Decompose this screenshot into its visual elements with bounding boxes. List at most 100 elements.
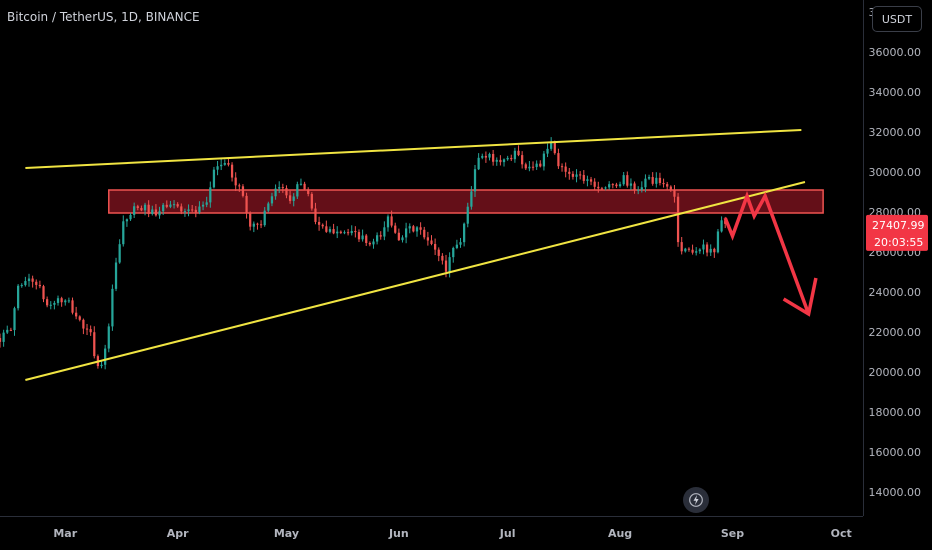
- candle: [524, 162, 527, 171]
- candle: [484, 151, 488, 163]
- candle: [64, 299, 67, 306]
- candle: [510, 154, 513, 162]
- candle: [680, 237, 683, 255]
- candle: [303, 181, 306, 191]
- candle: [666, 181, 669, 191]
- candle: [394, 222, 397, 234]
- candle: [256, 222, 259, 230]
- candle: [325, 220, 328, 233]
- price-axis-background: [863, 0, 932, 550]
- candle: [49, 301, 52, 310]
- candle: [201, 201, 205, 211]
- candle: [517, 145, 520, 157]
- price-tick-label: 32000.00: [869, 126, 922, 139]
- candle: [176, 202, 179, 208]
- upper-trendline: [25, 129, 802, 169]
- candle: [158, 206, 161, 219]
- candle: [111, 284, 114, 331]
- candle: [38, 280, 42, 289]
- candle: [430, 235, 433, 246]
- candle: [357, 229, 361, 243]
- last-price-background: [866, 214, 928, 251]
- candle: [354, 226, 357, 238]
- candle: [687, 247, 691, 252]
- candle: [426, 231, 429, 246]
- candle: [604, 186, 607, 191]
- candle: [89, 325, 92, 336]
- candle: [463, 222, 466, 247]
- price-tick-label: 14000.00: [869, 486, 922, 499]
- candle: [71, 297, 74, 315]
- currency-button[interactable]: USDT: [872, 6, 922, 32]
- candle: [423, 226, 426, 240]
- candle: [24, 276, 27, 287]
- candle: [216, 160, 219, 176]
- candle: [263, 207, 266, 227]
- candle: [542, 150, 546, 171]
- time-tick-label: Mar: [53, 527, 77, 540]
- candle: [296, 181, 299, 199]
- time-tick-label: May: [274, 527, 299, 540]
- candle: [162, 202, 165, 215]
- price-axis[interactable]: 14000.00 16000.00 18000.00 20000.00 22000.00…: [863, 0, 932, 550]
- time-tick-label: Aug: [608, 527, 632, 540]
- candle: [716, 228, 720, 254]
- candle: [310, 192, 313, 211]
- candle: [531, 161, 535, 171]
- alert-button[interactable]: [683, 487, 709, 513]
- candle: [390, 210, 393, 228]
- candle: [336, 226, 339, 239]
- candle: [589, 176, 593, 186]
- candle: [17, 284, 20, 311]
- candle: [314, 202, 317, 225]
- candle: [321, 223, 324, 229]
- candle: [143, 202, 147, 216]
- candle: [220, 158, 223, 171]
- candle: [404, 222, 408, 244]
- price-tick-label: 24000.00: [869, 286, 922, 299]
- candle: [93, 326, 96, 359]
- candle: [317, 216, 321, 231]
- candle: [579, 171, 582, 180]
- candle: [107, 323, 110, 353]
- candle: [441, 253, 444, 265]
- time-tick-label: Sep: [721, 527, 744, 540]
- candle: [154, 204, 158, 217]
- candle: [473, 164, 477, 197]
- lightning-bolt-icon: [689, 493, 703, 507]
- candle: [488, 152, 491, 161]
- candle: [669, 185, 672, 192]
- candle: [695, 247, 698, 256]
- candle: [658, 172, 662, 186]
- candle: [234, 172, 237, 192]
- projection-layer: [723, 190, 818, 317]
- candle: [328, 226, 332, 234]
- time-axis[interactable]: Mar Apr May Jun Jul Aug Sep Oct: [0, 516, 863, 541]
- candle: [564, 162, 567, 178]
- candle: [100, 361, 103, 369]
- candle: [350, 225, 353, 236]
- candle: [252, 221, 255, 233]
- candle: [626, 171, 629, 188]
- candle: [535, 160, 538, 170]
- candle: [633, 181, 636, 194]
- candle: [546, 143, 549, 158]
- candle: [513, 147, 517, 163]
- candle: [339, 230, 342, 235]
- candle: [673, 185, 676, 203]
- candle: [238, 183, 241, 192]
- price-tick-label: 16000.00: [869, 446, 922, 459]
- candle: [35, 279, 38, 290]
- currency-label: USDT: [881, 12, 913, 26]
- candles-layer: [0, 137, 727, 370]
- candle: [575, 169, 578, 183]
- candle: [412, 224, 415, 233]
- candle: [212, 166, 216, 189]
- candle: [698, 248, 701, 254]
- candle: [477, 153, 480, 171]
- candle: [466, 202, 469, 228]
- candle: [608, 181, 611, 190]
- candle: [502, 158, 506, 167]
